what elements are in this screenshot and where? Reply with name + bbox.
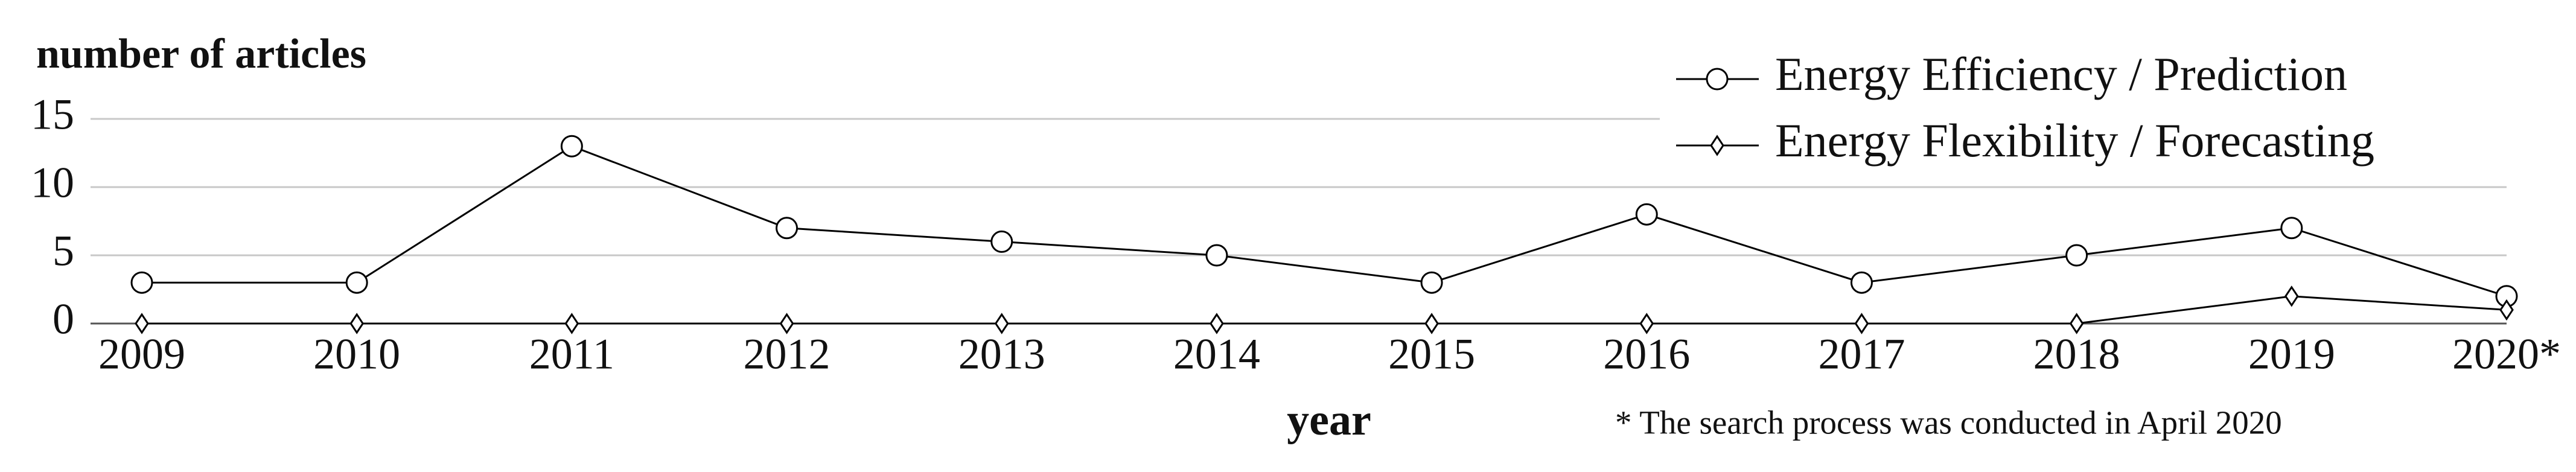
x-tick-label: 2017 (1818, 330, 1905, 378)
marker (560, 135, 583, 158)
marker (2065, 244, 2088, 267)
x-tick-label: 2016 (1603, 330, 1690, 378)
marker (1850, 271, 1873, 294)
x-tick-label: 2019 (2248, 330, 2335, 378)
x-tick-label: 2013 (958, 330, 1045, 378)
x-tick-label: 2015 (1388, 330, 1475, 378)
legend-box (1660, 49, 2507, 185)
marker (2069, 313, 2084, 334)
x-axis-label: year (1287, 395, 1371, 445)
marker (135, 313, 149, 334)
x-tick-label: 2010 (313, 330, 400, 378)
marker (349, 313, 364, 334)
legend-label: Energy Flexibility / Forecasting (1775, 114, 2374, 167)
marker (1635, 203, 1658, 226)
y-tick-label: 0 (53, 295, 74, 343)
marker (130, 271, 153, 294)
x-tick-label: 2009 (98, 330, 185, 378)
y-axis-label: number of articles (36, 31, 366, 77)
x-tick-label: 2011 (529, 330, 614, 378)
x-tick-label: 2020* (2452, 330, 2561, 378)
y-tick-label: 10 (31, 159, 74, 207)
marker (1424, 313, 1439, 334)
legend-label: Energy Efficiency / Prediction (1775, 48, 2347, 100)
marker (1854, 313, 1869, 334)
marker (2280, 217, 2303, 240)
marker (2284, 285, 2299, 307)
marker (1639, 313, 1654, 334)
marker (2499, 299, 2514, 321)
marker (776, 217, 799, 240)
series-line (142, 295, 2507, 325)
marker (1210, 313, 1224, 334)
marker (345, 271, 368, 294)
marker (990, 230, 1013, 253)
marker (1420, 271, 1443, 294)
marker (1706, 68, 1729, 91)
y-tick-label: 15 (31, 91, 74, 139)
x-tick-label: 2012 (744, 330, 831, 378)
series-line (142, 145, 2507, 298)
x-tick-label: 2014 (1173, 330, 1260, 378)
marker (994, 313, 1009, 334)
marker (1205, 244, 1228, 267)
marker (1710, 135, 1724, 156)
marker (564, 313, 579, 334)
x-tick-label: 2018 (2033, 330, 2120, 378)
y-tick-label: 5 (53, 227, 74, 275)
footnote: * The search process was conducted in Ap… (1615, 404, 2282, 441)
marker (779, 313, 794, 334)
